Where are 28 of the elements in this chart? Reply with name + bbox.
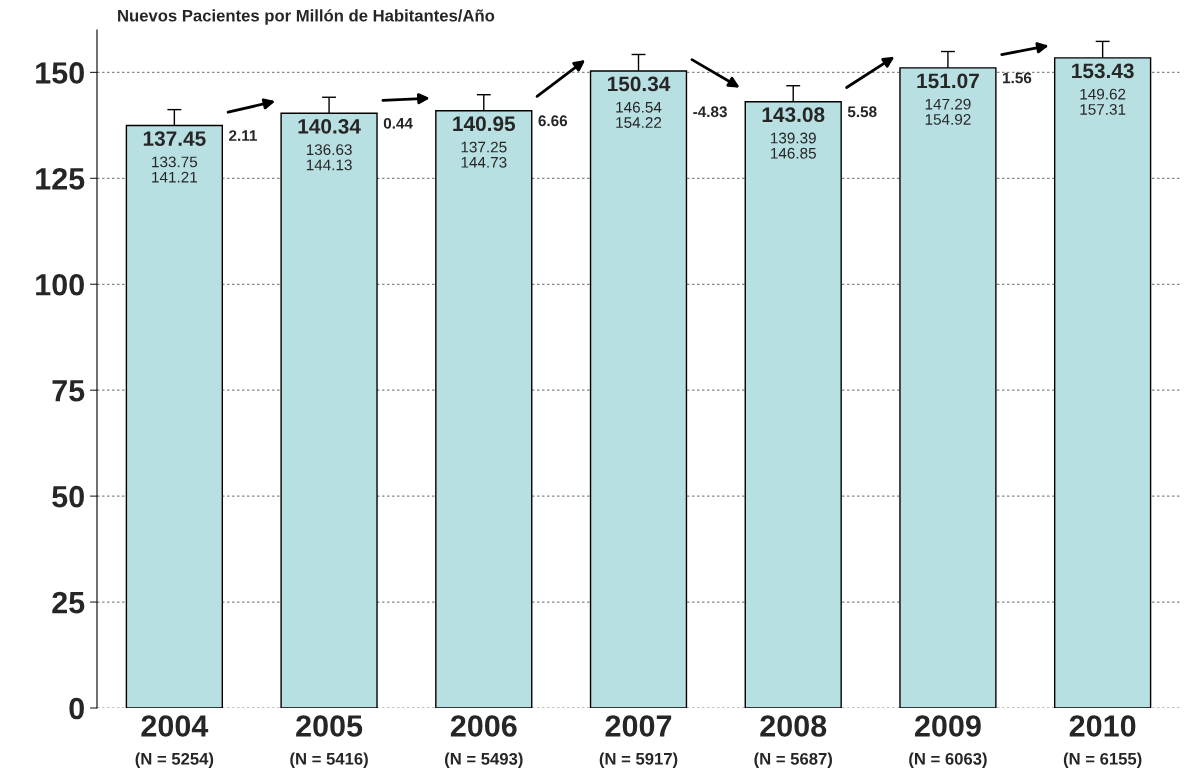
y-tick-label: 0 [69,697,84,720]
y-tick-label: 50 [52,485,84,508]
chart-title: Nuevos Pacientes por Millón de Habitantes/Año [118,9,495,25]
y-tick-label: 150 [36,62,84,84]
annotation: 1.56 [1003,72,1032,84]
data-label: 140.95 137.25 144.73 [453,116,516,168]
data-label: 143.08 139.39 146.85 [762,107,825,159]
y-tick-label: 25 [52,591,85,614]
data-label: 140.34 136.63 144.13 [298,118,361,171]
x-tick-label: 2008 (N = 5687) [754,715,832,769]
x-tick-label: 2004 (N = 5254) [135,715,214,769]
annotation: -4.83 [693,106,727,118]
x-tick-label: 2006 (N = 5493) [445,715,523,769]
x-tick-label: 2010 (N = 6155) [1063,715,1142,769]
data-label: 137.45 133.75 141.21 [143,131,206,183]
annotation: 0.44 [383,117,413,129]
annotation: 6.66 [538,115,568,127]
y-tick-label: 100 [36,273,84,296]
data-label: 151.07 147.29 154.92 [917,73,979,125]
y-tick-label: 125 [36,168,85,190]
annotation: 5.58 [847,106,877,118]
data-label: 150.34 146.54 154.22 [607,76,671,128]
x-tick-label: 2007 (N = 5917) [599,715,678,769]
x-tick-label: 2009 (N = 6063) [909,715,987,769]
y-tick-label: 75 [52,380,85,402]
x-tick-label: 2005 (N = 5416) [290,715,368,769]
annotation: 2.11 [229,130,257,141]
data-label: 153.43 149.62 157.31 [1072,63,1134,115]
